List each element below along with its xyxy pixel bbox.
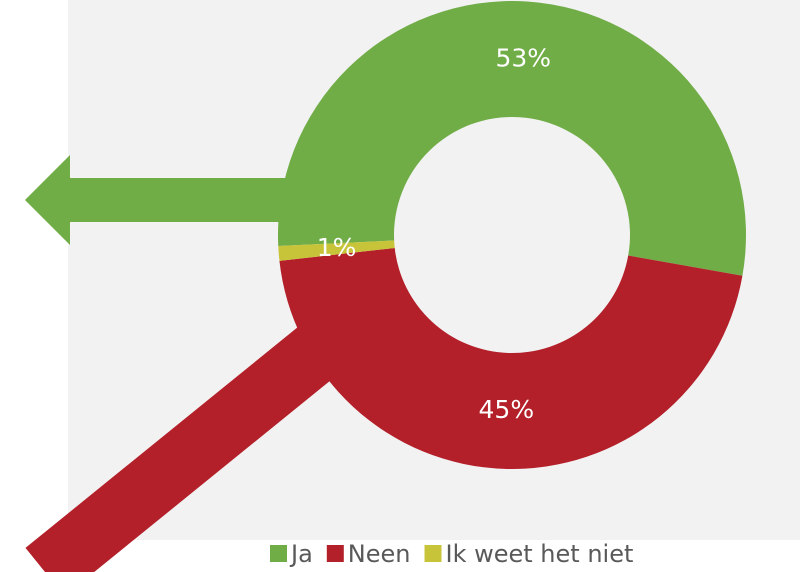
legend-swatch: [270, 545, 287, 562]
legend-label: Ik weet het niet: [446, 540, 634, 568]
legend-swatch: [424, 545, 442, 562]
legend-swatch: [326, 545, 344, 562]
slice: [278, 240, 395, 261]
legend-label: Ja: [289, 540, 313, 568]
legend: Ja Neen Ik weet het niet: [270, 540, 633, 568]
data-label: 1%: [317, 233, 357, 262]
legend-label: Neen: [348, 540, 411, 568]
data-labels: 53% 45% 1%: [317, 43, 551, 424]
donut: [278, 1, 746, 470]
slice: [278, 1, 746, 276]
slice: [279, 248, 743, 470]
arrow-left: [25, 155, 290, 245]
data-label: 53%: [495, 43, 551, 72]
data-label: 45%: [479, 395, 535, 424]
arrow-down: [25, 320, 345, 572]
